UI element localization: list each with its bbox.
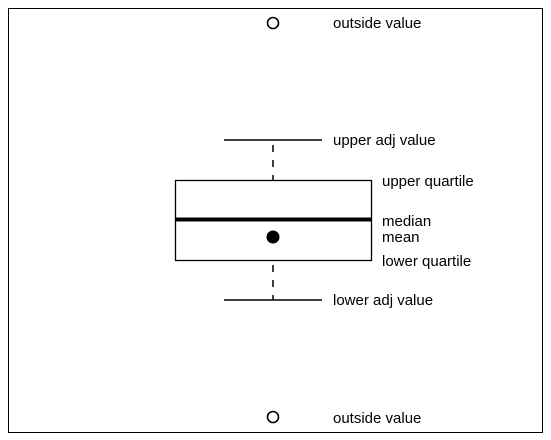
outside-value-bottom-label: outside value	[333, 410, 421, 427]
mean-marker	[266, 230, 280, 244]
outside-value-top-marker	[266, 16, 280, 30]
median-label: median	[382, 213, 431, 230]
outside-value-top-label: outside value	[333, 15, 421, 32]
mean-label: mean	[382, 229, 420, 246]
upper-adj-label: upper adj value	[333, 132, 436, 149]
lower-adj-label: lower adj value	[333, 292, 433, 309]
outside-value-bottom-marker	[266, 410, 280, 424]
upper-quartile-label: upper quartile	[382, 173, 474, 190]
lower-quartile-label: lower quartile	[382, 253, 471, 270]
